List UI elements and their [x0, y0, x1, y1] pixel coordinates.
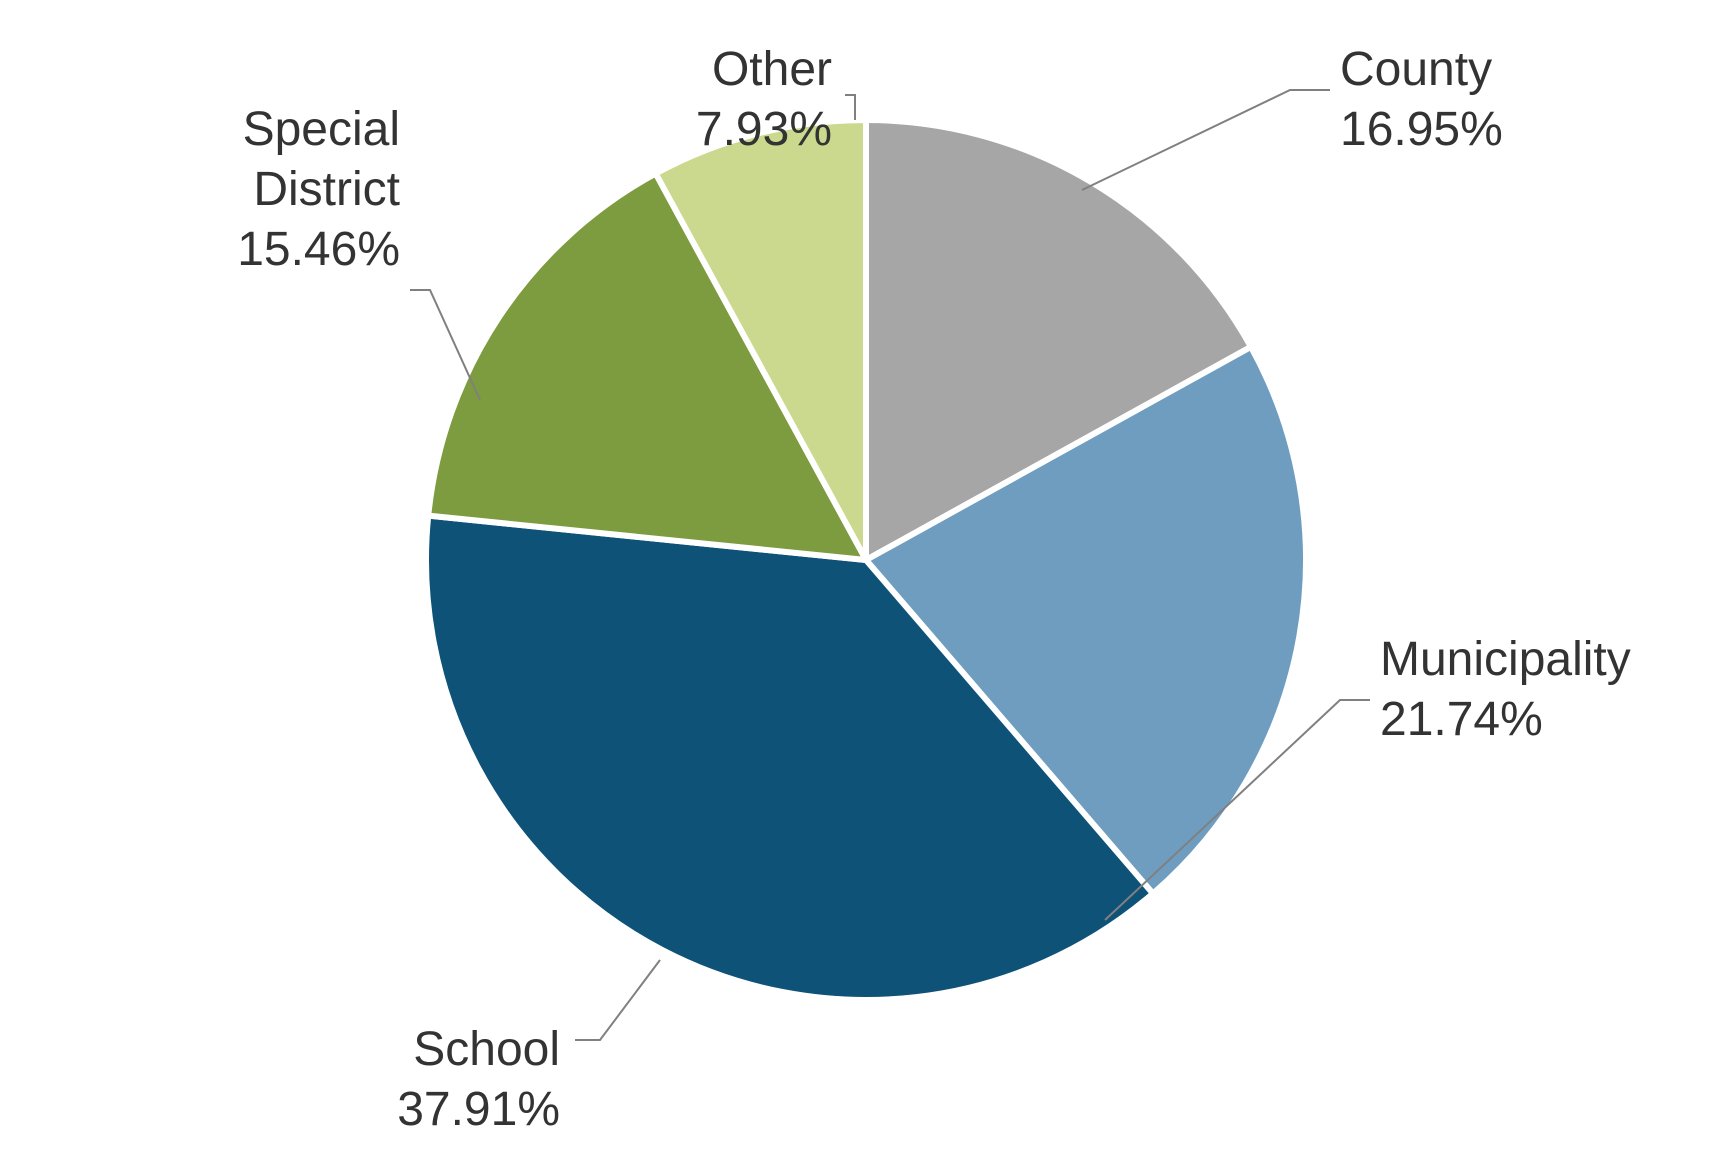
leader-line	[1082, 90, 1330, 190]
slice-label-other: Other 7.93%	[696, 40, 832, 160]
leader-line	[575, 960, 660, 1040]
slice-label-school: School 37.91%	[397, 1020, 560, 1140]
slice-label-special-district: Special District 15.46%	[237, 100, 400, 280]
leader-line	[845, 95, 855, 120]
pie-chart: County 16.95% Municipality 21.74% School 3…	[0, 0, 1732, 1155]
slice-label-county: County 16.95%	[1340, 40, 1503, 160]
slice-label-municipality: Municipality 21.74%	[1380, 630, 1631, 750]
